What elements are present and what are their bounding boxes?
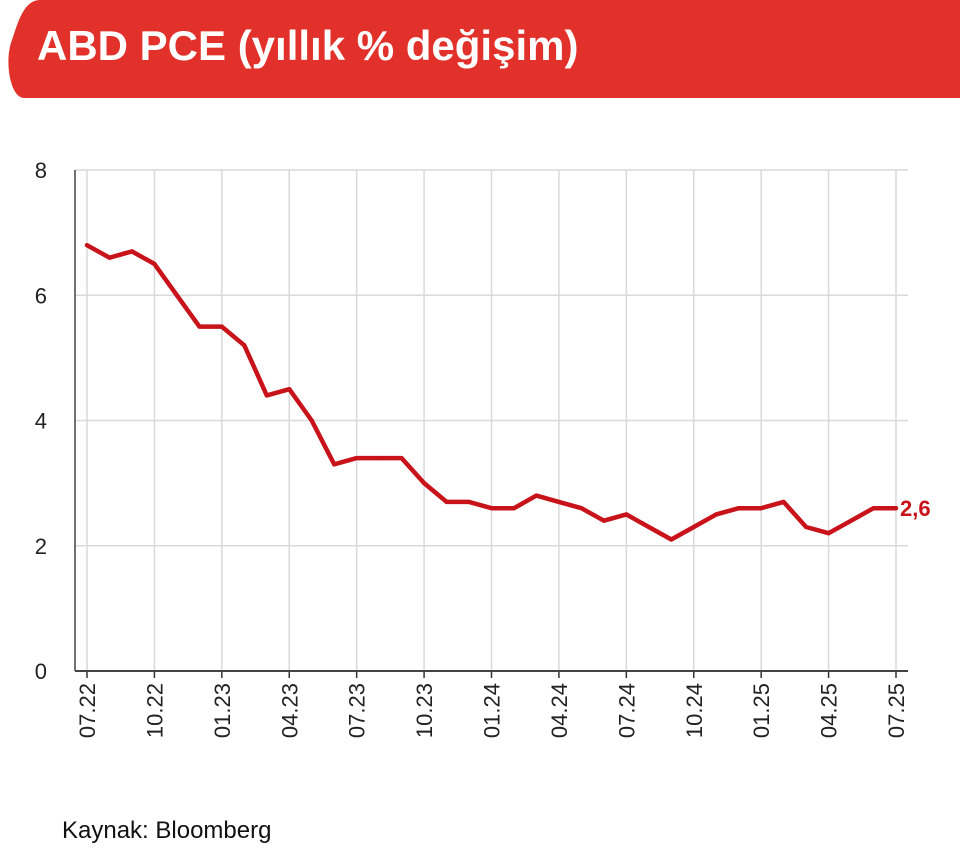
data-point	[174, 293, 179, 298]
data-point	[736, 506, 741, 511]
y-tick-label: 6	[35, 283, 47, 308]
data-point	[601, 518, 606, 523]
data-point	[511, 506, 516, 511]
data-point	[399, 456, 404, 461]
y-tick-label: 0	[35, 659, 47, 684]
data-point	[354, 456, 359, 461]
x-tick-label: 10.24	[682, 683, 707, 738]
data-point	[489, 506, 494, 511]
data-point	[669, 537, 674, 542]
data-point	[781, 499, 786, 504]
x-tick-label: 01.23	[210, 683, 235, 738]
y-tick-label: 4	[35, 409, 47, 434]
data-point	[152, 261, 157, 266]
data-point	[556, 499, 561, 504]
source-note: Kaynak: Bloomberg	[62, 817, 272, 844]
data-label: 2,6	[900, 496, 931, 521]
data-point	[849, 518, 854, 523]
data-point	[871, 506, 876, 511]
data-point	[264, 393, 269, 398]
x-tick-label: 07.22	[75, 683, 100, 738]
data-point	[579, 506, 584, 511]
y-tick-label: 8	[35, 158, 47, 183]
x-tick-label: 10.22	[142, 683, 167, 738]
data-point	[219, 324, 224, 329]
x-tick-label: 01.24	[480, 683, 505, 738]
data-point	[759, 506, 764, 511]
y-tick-label: 2	[35, 534, 47, 559]
data-point	[129, 249, 134, 254]
data-point	[804, 524, 809, 529]
x-tick-label: 07.24	[614, 683, 639, 738]
data-point	[197, 324, 202, 329]
data-point	[894, 506, 898, 511]
data-point	[624, 512, 629, 517]
header-banner-shape	[8, 0, 960, 98]
chart-title: ABD PCE (yıllık % değişim)	[37, 22, 579, 69]
data-point	[714, 512, 719, 517]
data-point	[444, 499, 449, 504]
x-tick-label: 04.25	[817, 683, 842, 738]
data-point	[467, 499, 472, 504]
data-point	[646, 524, 651, 529]
header-banner: ABD PCE (yıllık % değişim)	[0, 0, 960, 98]
pce-line-chart: 0 2 4 6 8 07.22 10.22 01.23 04.23 07.23 10.23 01.24…	[35, 158, 931, 738]
data-point	[287, 387, 292, 392]
data-point	[85, 243, 89, 248]
x-tick-label: 01.25	[749, 683, 774, 738]
x-tick-label: 04.24	[547, 683, 572, 738]
x-tick-label: 10.23	[412, 683, 437, 738]
data-point	[242, 343, 247, 348]
x-tick-label: 07.25	[884, 683, 909, 738]
data-point	[309, 418, 314, 423]
data-point	[826, 531, 831, 536]
data-point	[332, 462, 337, 467]
data-point	[422, 481, 427, 486]
x-tick-label: 07.23	[345, 683, 370, 738]
data-point	[534, 493, 539, 498]
data-point	[107, 255, 112, 260]
data-point	[691, 524, 696, 529]
data-point	[377, 456, 382, 461]
x-tick-label: 04.23	[277, 683, 302, 738]
